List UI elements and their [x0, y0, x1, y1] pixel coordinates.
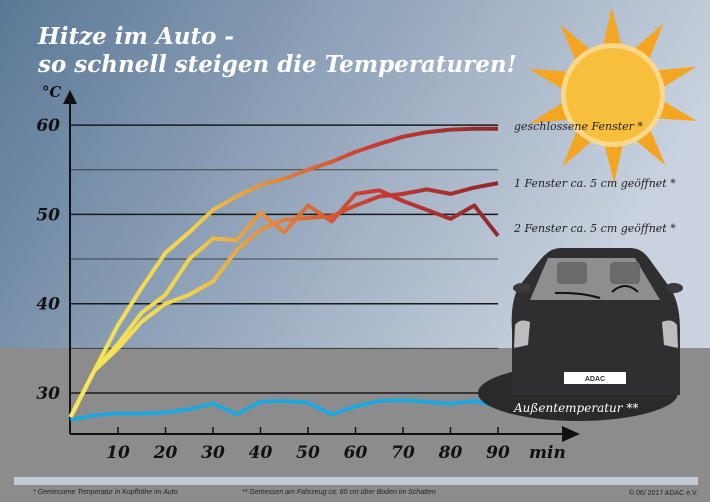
- mirror: [513, 283, 531, 293]
- sun-ray: [529, 103, 568, 124]
- sun-ray: [659, 101, 698, 121]
- title-line-1: Hitze im Auto -: [37, 23, 234, 50]
- sun-ray: [603, 7, 622, 44]
- series-line: [68, 181, 499, 419]
- footnote-1: * Gemessene Temperatur in Kopfhöhe im Au…: [33, 489, 178, 496]
- title-line-2: so schnell steigen die Temperaturen!: [37, 51, 517, 78]
- series-line: [70, 398, 499, 422]
- headlight: [514, 320, 530, 348]
- series-label: 2 Fenster ca. 5 cm geöffnet *: [513, 222, 676, 235]
- sun-ray: [562, 131, 591, 167]
- wiper: [554, 291, 601, 299]
- x-tick-label: 50: [296, 443, 320, 463]
- series-label: geschlossene Fenster *: [514, 120, 643, 133]
- series-labels: geschlossene Fenster * 1 Fenster ca. 5 cm…: [513, 120, 676, 415]
- x-tick-label: 40: [249, 443, 273, 463]
- x-tick-label: 70: [391, 443, 415, 463]
- y-tick-label: 40: [36, 295, 60, 315]
- y-tick-label: 50: [36, 205, 60, 225]
- series-line: [68, 126, 498, 419]
- y-tick-label: 30: [36, 384, 60, 404]
- gridlines: [70, 124, 498, 394]
- steering-wheel: [611, 285, 639, 293]
- license-plate-text: ADAC: [585, 376, 605, 383]
- series-lines: [68, 126, 500, 422]
- sun-ray: [560, 24, 590, 60]
- x-tick-label: 90: [486, 443, 510, 463]
- y-tick-label: 60: [36, 116, 60, 136]
- license-plate: [564, 372, 626, 384]
- series-label: 1 Fenster ca. 5 cm geöffnet *: [514, 177, 676, 190]
- series-line: [68, 188, 500, 419]
- sun-ray: [528, 69, 567, 89]
- sun-ray: [658, 66, 697, 87]
- series-label: Außentemperatur **: [513, 401, 638, 415]
- y-axis-label: °C: [42, 83, 62, 101]
- x-axis-label: min: [529, 443, 566, 463]
- sun-ray: [636, 130, 666, 166]
- x-tick-label: 80: [438, 443, 463, 463]
- car-icon: ADAC: [478, 248, 683, 421]
- tick-labels: 10 20 30 40 50 60 70 80 90 30 40 50 60 min °C: [36, 83, 565, 463]
- sun-disc: [566, 48, 660, 142]
- car-seat: [610, 262, 640, 284]
- footer-bar: [14, 477, 698, 485]
- footnote-2: ** Gemessen am Fahrzeug ca. 60 cm über B…: [242, 489, 436, 496]
- headlight: [662, 320, 678, 348]
- copyright: © 06/ 2017 ADAC e.V.: [629, 489, 698, 497]
- x-tick-label: 10: [106, 443, 130, 463]
- sun-ray: [635, 23, 664, 59]
- axes: [63, 90, 580, 442]
- x-axis-arrow: [562, 426, 580, 442]
- car-seat: [557, 262, 587, 284]
- y-axis-arrow: [63, 90, 77, 104]
- mirror: [665, 283, 683, 293]
- sun-ray: [604, 146, 623, 183]
- x-tick-label: 30: [201, 443, 225, 463]
- x-tick-label: 60: [344, 443, 368, 463]
- x-tick-label: 20: [153, 443, 178, 463]
- sun-icon: [528, 7, 698, 183]
